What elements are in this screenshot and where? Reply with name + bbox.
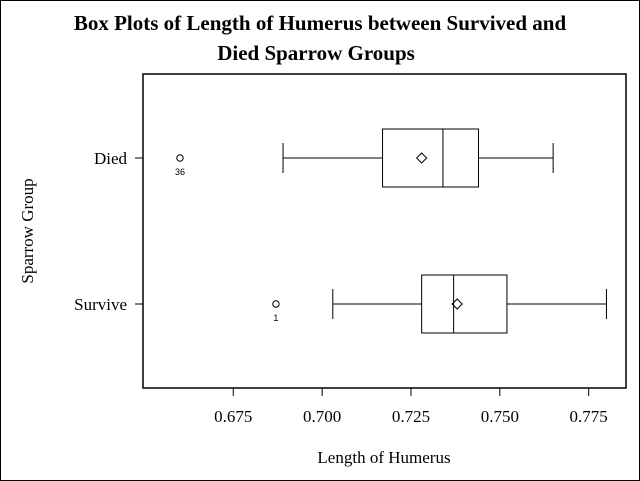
x-tick-label: 0.675 <box>214 407 252 426</box>
x-axis: 0.675 0.700 0.725 0.750 0.775 <box>214 388 608 426</box>
outlier-label: 36 <box>175 167 185 177</box>
x-tick-label: 0.775 <box>570 407 608 426</box>
outlier-point <box>272 300 280 308</box>
box-group-survive: 1 <box>272 274 607 334</box>
mean-marker <box>415 152 428 164</box>
iqr-box <box>421 274 508 334</box>
y-axis-label: Sparrow Group <box>18 178 37 283</box>
x-axis-label: Length of Humerus <box>317 448 450 467</box>
iqr-box <box>382 128 480 188</box>
chart-title-line1: Box Plots of Length of Humerus between S… <box>74 11 567 35</box>
x-tick-label: 0.725 <box>392 407 430 426</box>
outlier-point <box>176 154 184 162</box>
y-tick-label: Survive <box>74 295 127 314</box>
box-group-died: 36 <box>175 128 554 188</box>
box-series: 36 1 <box>175 128 607 334</box>
x-tick-label: 0.700 <box>303 407 341 426</box>
plot-area <box>142 73 627 389</box>
outlier-label: 1 <box>273 313 278 323</box>
mean-marker <box>451 298 463 310</box>
y-axis: Died Survive <box>74 149 143 314</box>
chart-title-line2: Died Sparrow Groups <box>217 41 415 65</box>
x-tick-label: 0.750 <box>481 407 519 426</box>
y-tick-label: Died <box>94 149 128 168</box>
